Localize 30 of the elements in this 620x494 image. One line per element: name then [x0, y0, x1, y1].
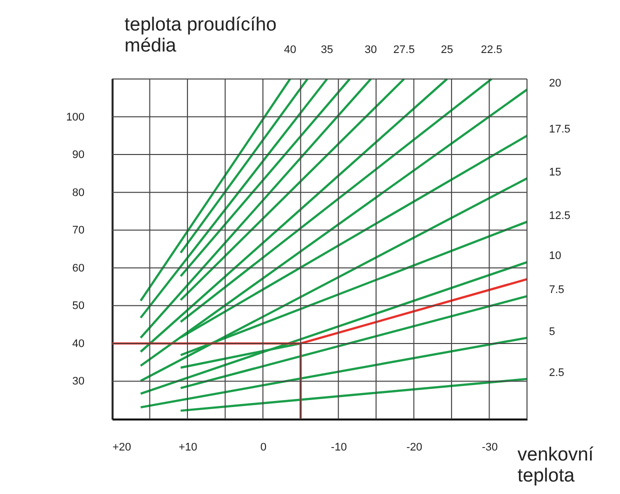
text: 30 — [364, 44, 377, 56]
series-label: 12.5 — [549, 210, 570, 222]
y-tick-label: 40 — [72, 338, 84, 350]
y-tick-label: 100 — [66, 111, 84, 124]
x-axis-title: venkovní teplota — [518, 444, 594, 486]
y-tick-label: 90 — [72, 149, 84, 162]
y-tick-label: 60 — [72, 262, 84, 274]
series-label: 5 — [549, 326, 556, 338]
series-label: 10 — [549, 250, 562, 262]
series-label: 15 — [549, 166, 562, 178]
y-tick-label: 80 — [72, 186, 84, 199]
text: 40 — [284, 44, 296, 56]
y-tick-label: 50 — [72, 300, 84, 312]
text: 35 — [320, 44, 334, 56]
x-tick-label: -10 — [330, 442, 347, 454]
x-tick-label: -30 — [482, 442, 498, 454]
x-tick-label: +10 — [178, 442, 198, 454]
text: 22.5 — [480, 44, 502, 56]
y-axis-title: teplota proudícího média — [124, 14, 277, 56]
y-tick-label: 30 — [72, 376, 84, 388]
x-tick-label: +20 — [112, 442, 132, 454]
text: 25 — [440, 44, 454, 56]
text: 27.5 — [393, 44, 415, 56]
series-label: 7.5 — [549, 284, 564, 296]
x-tick-label: 0 — [260, 442, 266, 454]
series-label: 2.5 — [549, 366, 564, 379]
series-label: 17.5 — [549, 124, 570, 136]
y-tick-label: 70 — [72, 224, 84, 237]
x-tick-label: -20 — [406, 442, 422, 454]
series-label: 20 — [549, 78, 562, 90]
